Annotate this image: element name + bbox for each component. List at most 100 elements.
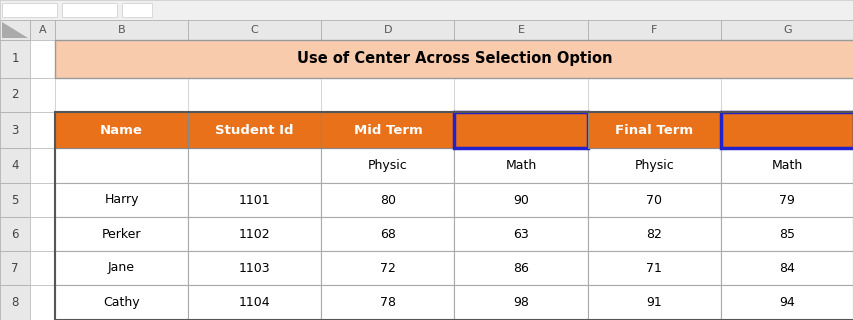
Bar bbox=[188, 112, 321, 148]
Bar bbox=[62, 3, 117, 17]
Text: D: D bbox=[383, 25, 392, 35]
Bar bbox=[30, 112, 55, 148]
Text: Cathy: Cathy bbox=[103, 296, 140, 309]
Text: Student Id: Student Id bbox=[215, 124, 293, 137]
Text: Jane: Jane bbox=[108, 261, 135, 275]
Text: Math: Math bbox=[505, 159, 536, 172]
Text: Harry: Harry bbox=[104, 194, 139, 206]
Text: Final Term: Final Term bbox=[614, 124, 693, 137]
Text: 70: 70 bbox=[646, 194, 661, 206]
Bar bbox=[720, 217, 853, 251]
Bar bbox=[2, 3, 57, 17]
Text: 1104: 1104 bbox=[239, 296, 270, 309]
Bar bbox=[454, 78, 587, 112]
Bar bbox=[720, 183, 853, 217]
Text: Name: Name bbox=[100, 124, 142, 137]
Bar bbox=[30, 20, 55, 40]
Bar bbox=[122, 3, 152, 17]
Bar bbox=[0, 183, 30, 217]
Bar bbox=[587, 217, 720, 251]
Bar bbox=[30, 251, 55, 285]
Bar bbox=[188, 78, 321, 112]
Bar bbox=[321, 217, 454, 251]
Bar bbox=[55, 217, 188, 251]
Bar bbox=[55, 112, 188, 148]
Bar bbox=[587, 251, 720, 285]
Polygon shape bbox=[2, 22, 28, 38]
Bar bbox=[0, 285, 30, 320]
Bar bbox=[454, 148, 587, 183]
Text: 2: 2 bbox=[11, 89, 19, 101]
Text: 1101: 1101 bbox=[239, 194, 270, 206]
Bar bbox=[188, 183, 321, 217]
Bar bbox=[587, 78, 720, 112]
Bar bbox=[0, 148, 30, 183]
Text: 5: 5 bbox=[11, 194, 19, 206]
Bar bbox=[321, 78, 454, 112]
Bar bbox=[454, 20, 587, 40]
Bar bbox=[321, 251, 454, 285]
Text: 79: 79 bbox=[779, 194, 794, 206]
Text: Math: Math bbox=[771, 159, 802, 172]
Bar bbox=[587, 183, 720, 217]
Bar bbox=[30, 285, 55, 320]
Text: 71: 71 bbox=[646, 261, 661, 275]
Text: 8: 8 bbox=[11, 296, 19, 309]
Text: 1: 1 bbox=[11, 52, 19, 66]
Text: 80: 80 bbox=[380, 194, 396, 206]
Bar bbox=[321, 183, 454, 217]
Bar bbox=[587, 285, 720, 320]
Bar bbox=[454, 285, 587, 320]
Text: 85: 85 bbox=[779, 228, 794, 241]
Text: F: F bbox=[650, 25, 657, 35]
Bar bbox=[30, 183, 55, 217]
Text: B: B bbox=[118, 25, 125, 35]
Bar bbox=[720, 251, 853, 285]
Bar bbox=[720, 78, 853, 112]
Bar bbox=[188, 148, 321, 183]
Bar bbox=[321, 148, 454, 183]
Bar bbox=[55, 20, 188, 40]
Bar bbox=[454, 251, 587, 285]
Bar bbox=[587, 148, 720, 183]
Bar bbox=[30, 148, 55, 183]
Text: E: E bbox=[517, 25, 524, 35]
Bar bbox=[55, 148, 188, 183]
Text: Physic: Physic bbox=[634, 159, 673, 172]
Bar bbox=[0, 251, 30, 285]
Bar bbox=[30, 217, 55, 251]
Bar bbox=[454, 217, 587, 251]
Bar bbox=[321, 112, 454, 148]
Text: 82: 82 bbox=[646, 228, 661, 241]
Bar bbox=[188, 20, 321, 40]
Bar bbox=[55, 78, 188, 112]
Bar bbox=[55, 285, 188, 320]
Bar bbox=[321, 20, 454, 40]
Text: 68: 68 bbox=[380, 228, 396, 241]
Bar bbox=[454, 112, 587, 148]
Bar bbox=[55, 183, 188, 217]
Bar bbox=[0, 40, 30, 78]
Text: Mid Term: Mid Term bbox=[353, 124, 421, 137]
Text: Use of Center Across Selection Option: Use of Center Across Selection Option bbox=[296, 52, 612, 67]
Bar bbox=[30, 78, 55, 112]
Bar bbox=[587, 112, 720, 148]
Bar bbox=[55, 112, 853, 320]
Bar bbox=[188, 285, 321, 320]
Bar bbox=[188, 251, 321, 285]
Bar bbox=[55, 40, 853, 78]
Bar bbox=[0, 20, 30, 40]
Bar bbox=[720, 20, 853, 40]
Bar bbox=[0, 217, 30, 251]
Bar bbox=[720, 285, 853, 320]
Text: 86: 86 bbox=[513, 261, 528, 275]
Text: 94: 94 bbox=[779, 296, 794, 309]
Bar bbox=[188, 217, 321, 251]
Bar bbox=[587, 20, 720, 40]
Text: 98: 98 bbox=[513, 296, 528, 309]
Text: C: C bbox=[251, 25, 258, 35]
Text: 1102: 1102 bbox=[239, 228, 270, 241]
Bar bbox=[0, 78, 30, 112]
Text: 1103: 1103 bbox=[239, 261, 270, 275]
Bar bbox=[30, 40, 55, 78]
